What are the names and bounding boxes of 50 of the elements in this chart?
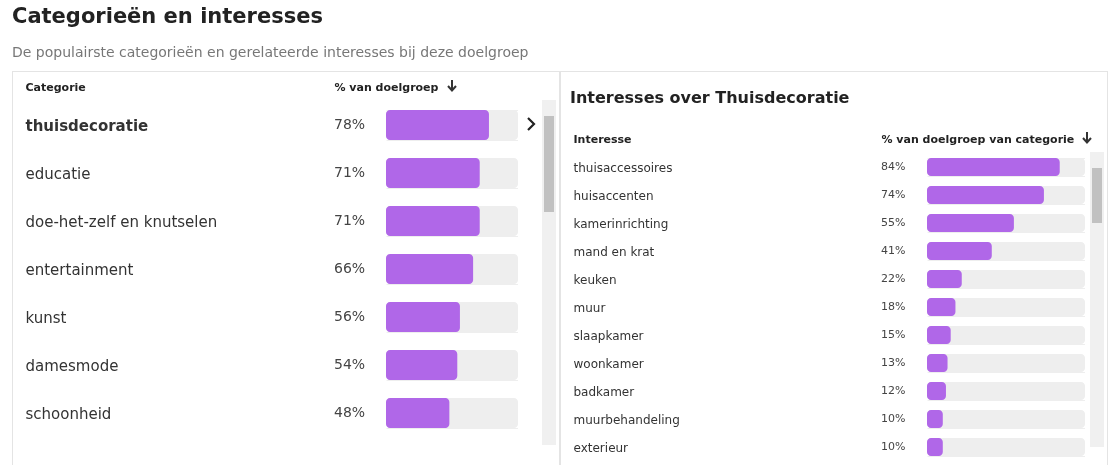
y-tick-label: thuisdecoratie bbox=[25, 116, 149, 135]
y-tick-label: kunst bbox=[25, 308, 67, 327]
y-tick-label: entertainment bbox=[25, 260, 134, 279]
data-label: 71% bbox=[334, 164, 366, 180]
data-label: 13% bbox=[881, 356, 906, 369]
y-tick-label: schoonheid bbox=[25, 404, 112, 423]
bar bbox=[927, 410, 943, 428]
y-tick-label: doe-het-zelf en knutselen bbox=[25, 212, 218, 231]
y-tick-label: slaapkamer bbox=[573, 328, 644, 343]
text: Interesses over Thuisdecoratie bbox=[570, 88, 850, 107]
bar bbox=[927, 270, 962, 288]
bar bbox=[927, 382, 946, 400]
text: De populairste categorieën en gerelateerde interesses bij deze doelgroep bbox=[12, 44, 529, 60]
data-label: 22% bbox=[881, 272, 906, 285]
y-tick-label: huisaccenten bbox=[573, 188, 654, 203]
y-tick-label: thuisaccessoires bbox=[573, 160, 673, 175]
y-tick-label: badkamer bbox=[573, 384, 635, 399]
data-label: 71% bbox=[334, 212, 366, 228]
data-label: 84% bbox=[881, 160, 906, 173]
data-label: 74% bbox=[881, 188, 906, 201]
data-label: 10% bbox=[881, 440, 906, 453]
data-label: 12% bbox=[881, 384, 906, 397]
data-label: 15% bbox=[881, 328, 906, 341]
data-label: 78% bbox=[334, 116, 366, 132]
data-label: 18% bbox=[881, 300, 906, 313]
data-label: 10% bbox=[881, 412, 906, 425]
bar bbox=[927, 326, 951, 344]
data-label: 54% bbox=[334, 356, 366, 372]
y-tick-label: damesmode bbox=[25, 356, 119, 375]
bar bbox=[927, 438, 943, 456]
y-axis-title: Categorie bbox=[25, 80, 86, 94]
data-label: 41% bbox=[881, 244, 906, 257]
y-tick-label: muurbehandeling bbox=[573, 412, 680, 427]
x-axis-title: % van doelgroep bbox=[334, 80, 439, 94]
data-label: 48% bbox=[334, 404, 366, 420]
y-tick-label: mand en krat bbox=[573, 244, 655, 259]
y-axis-title: Interesse bbox=[573, 132, 632, 146]
bar bbox=[927, 298, 956, 316]
data-label: 66% bbox=[334, 260, 366, 276]
data-label: 55% bbox=[881, 216, 906, 229]
data-label: 56% bbox=[334, 308, 366, 324]
text: Categorieën en interesses bbox=[12, 4, 323, 28]
bar bbox=[927, 354, 948, 372]
y-tick-label: woonkamer bbox=[573, 356, 644, 371]
y-tick-label: educatie bbox=[25, 164, 91, 183]
y-tick-label: keuken bbox=[573, 272, 617, 287]
y-tick-label: kamerinrichting bbox=[573, 216, 669, 231]
y-tick-label: exterieur bbox=[573, 440, 629, 455]
y-tick-label: muur bbox=[573, 300, 606, 315]
x-axis-title: % van doelgroep van categorie bbox=[881, 132, 1075, 146]
